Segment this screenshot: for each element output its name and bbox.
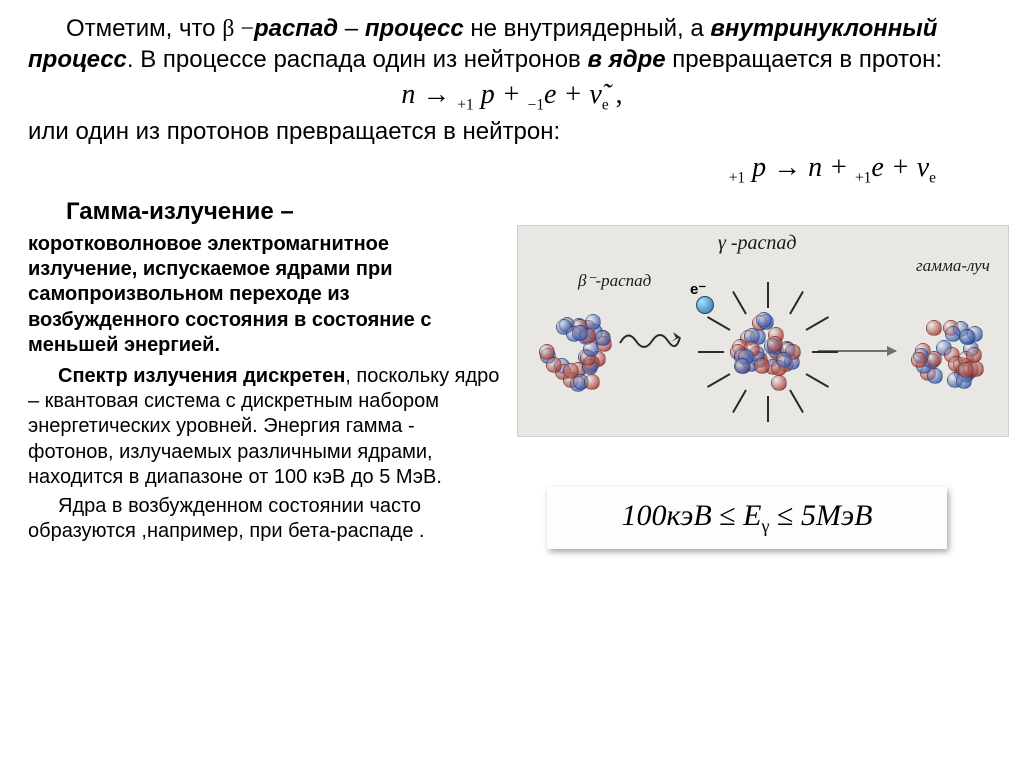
eq1-n: n (401, 79, 415, 110)
intro-rest2: . В процессе распада один из нейтронов (127, 46, 588, 73)
gamma-ray-line (767, 282, 769, 308)
page-root: Отметим, что β −распад – процесс не внут… (0, 0, 1024, 549)
gamma-ray-line (789, 390, 804, 414)
eq1-sub-a: +1 (457, 97, 473, 114)
between-text: или один из протонов превращается в нейт… (28, 117, 996, 148)
gamma-ray-line (732, 390, 747, 414)
nucleon (927, 368, 943, 384)
nucleon (959, 329, 975, 345)
nucleon (776, 352, 792, 368)
two-column-layout: Гамма-излучение – коротковолновое электр… (28, 197, 996, 549)
gamma-ray-line (707, 316, 731, 331)
intro-paragraph: Отметим, что β −распад – процесс не внут… (28, 14, 996, 75)
gamma-ray-line (806, 373, 830, 388)
ef-le2: ≤ (769, 499, 800, 532)
ef-E: E (743, 499, 761, 532)
nucleon (926, 320, 942, 336)
nucleon (767, 336, 783, 352)
nucleus-icon (728, 311, 808, 391)
eq1-plus1: + (495, 79, 528, 110)
nucleon (771, 375, 787, 391)
eq2-p: p (745, 152, 766, 183)
gamma-ray-line (806, 316, 830, 331)
eq1-nu: ν̃ (589, 79, 601, 110)
gamma-ray-line (767, 396, 769, 422)
gamma-ray-line (707, 373, 731, 388)
eq2-sub-a: +1 (729, 169, 745, 186)
eq2-plus1: + (822, 152, 855, 183)
ef-le1: ≤ (712, 499, 743, 532)
nucleon (966, 347, 982, 363)
eq2-plus2: + (884, 152, 917, 183)
gamma-ray-line (698, 351, 724, 353)
eq1-plus2: + (556, 79, 589, 110)
right-column: γ -распад β⁻-распад гамма-луч e⁻ 100кэВ … (517, 197, 1009, 549)
intro-rest3: превращается в протон: (666, 46, 942, 73)
gamma-definition: коротковолновое электромагнитное излучен… (28, 232, 503, 358)
label-gamma-decay: γ -распад (718, 232, 797, 255)
excited-paragraph: Ядра в возбужденном состоянии часто обра… (28, 494, 503, 544)
eq2-nu: ν (917, 152, 929, 183)
eq1-nusub: e (602, 97, 609, 114)
eq1-tail: , (609, 79, 623, 110)
gamma-ray-line (812, 351, 838, 353)
nucleon (584, 374, 600, 390)
eq2-e: e (871, 152, 883, 183)
spectrum-paragraph: Спектр излучения дискретен, поскольку яд… (28, 364, 503, 490)
eq1-sub-b: −1 (528, 97, 544, 114)
nucleon (585, 314, 601, 330)
electron-icon (696, 296, 714, 314)
eq1-p: p (474, 79, 495, 110)
eq2-sub-b: +1 (855, 169, 871, 186)
nucleon (572, 325, 588, 341)
gamma-heading: Гамма-излучение – (28, 197, 503, 228)
spectrum-lead: Спектр излучения дискретен (58, 365, 345, 387)
nucleus-icon (538, 311, 618, 391)
energy-range-formula: 100кэВ ≤ Eγ ≤ 5МэВ (547, 487, 947, 549)
eq2-n: n (808, 152, 822, 183)
ef-lhs: 100кэВ (622, 499, 712, 532)
beta-wavy-arrow-icon (618, 321, 688, 351)
eq2-nusub: e (929, 169, 936, 186)
label-beta-decay: β⁻-распад (578, 271, 651, 291)
process-word: процесс (365, 15, 464, 42)
eq2-arrow: → (766, 152, 808, 183)
equation-neutron-decay: n → +1 p + −1e + ν̃e , (28, 79, 996, 115)
left-column: Гамма-излучение – коротковолновое электр… (28, 197, 503, 544)
eq1-arrow: → (415, 79, 457, 110)
equation-proton-decay: +1 p → n + +1e + νe (28, 152, 996, 188)
dash: – (338, 15, 365, 42)
intro-rest1: не внутриядерный, а (464, 15, 711, 42)
label-gamma-ray: гамма-луч (916, 256, 990, 276)
decay-word: распад (254, 15, 338, 42)
intro-pre: Отметим, что (66, 15, 222, 42)
eq1-e: e (544, 79, 556, 110)
nucleus-icon (908, 311, 988, 391)
in-nucleus: в ядре (587, 46, 665, 73)
nucleon (539, 344, 555, 360)
ef-rhs: 5МэВ (801, 499, 873, 532)
beta-symbol: β − (222, 16, 254, 42)
gamma-decay-diagram: γ -распад β⁻-распад гамма-луч e⁻ (517, 225, 1009, 437)
